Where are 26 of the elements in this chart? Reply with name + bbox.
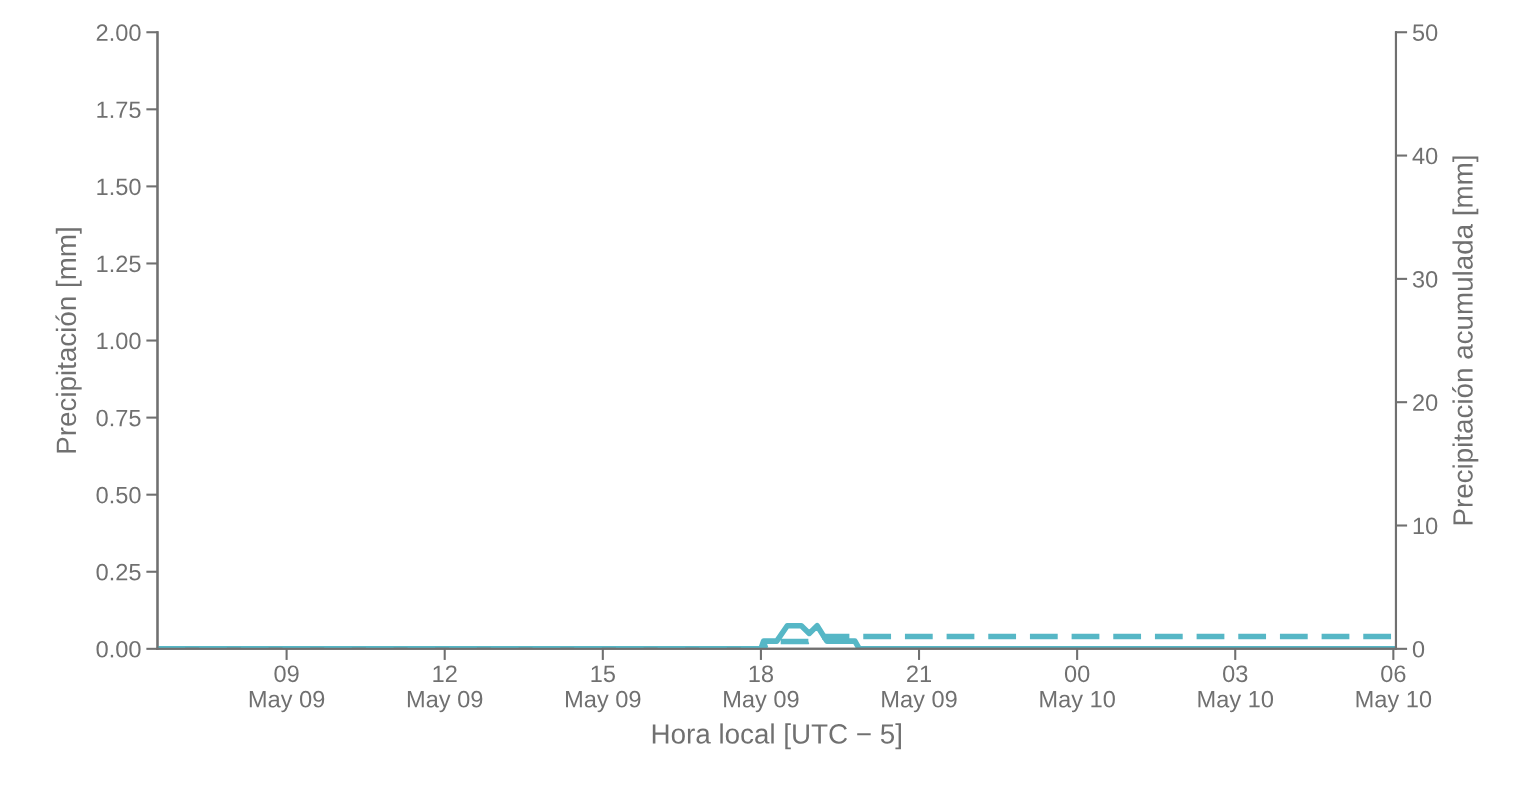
x-tick-label: 09 May 09 xyxy=(249,665,325,713)
y2-tick-label: 30 xyxy=(1412,270,1438,288)
y2-tick-label: 40 xyxy=(1412,147,1438,165)
x-tick-label: 12 May 09 xyxy=(407,665,483,713)
y2-tick-label: 20 xyxy=(1413,394,1438,411)
y2-axis-title: Precipitación acumulada [mm] xyxy=(1452,156,1479,525)
y-tick-label: 1.50 xyxy=(97,178,141,196)
y-tick-label: 2.00 xyxy=(96,24,141,42)
y-tick-label: 0.75 xyxy=(96,409,141,427)
y-tick-label: 1.00 xyxy=(97,332,141,350)
y-tick-label: 0.25 xyxy=(96,563,141,581)
x-tick-label: 21 May 09 xyxy=(882,665,957,713)
y-axis-title: Precipitación [mm] xyxy=(55,228,82,453)
x-axis-title: Hora local [UTC − 5] xyxy=(652,723,901,750)
x-tick-label: 03 May 10 xyxy=(1198,665,1274,713)
y-tick-label: 1.75 xyxy=(97,101,141,119)
x-tick-label: 18 May 09 xyxy=(724,665,799,713)
y-tick-label: 0.00 xyxy=(96,640,141,658)
y2-tick-label: 50 xyxy=(1412,24,1438,42)
x-tick-label: 00 May 10 xyxy=(1040,665,1115,713)
x-tick-label: 15 May 09 xyxy=(566,665,641,713)
y2-tick-label: 10 xyxy=(1413,517,1438,535)
y-tick-label: 1.25 xyxy=(97,255,141,273)
y2-tick-label: 0 xyxy=(1412,640,1425,658)
y-tick-label: 0.50 xyxy=(96,486,141,504)
x-tick-label: 06 May 10 xyxy=(1356,665,1432,713)
